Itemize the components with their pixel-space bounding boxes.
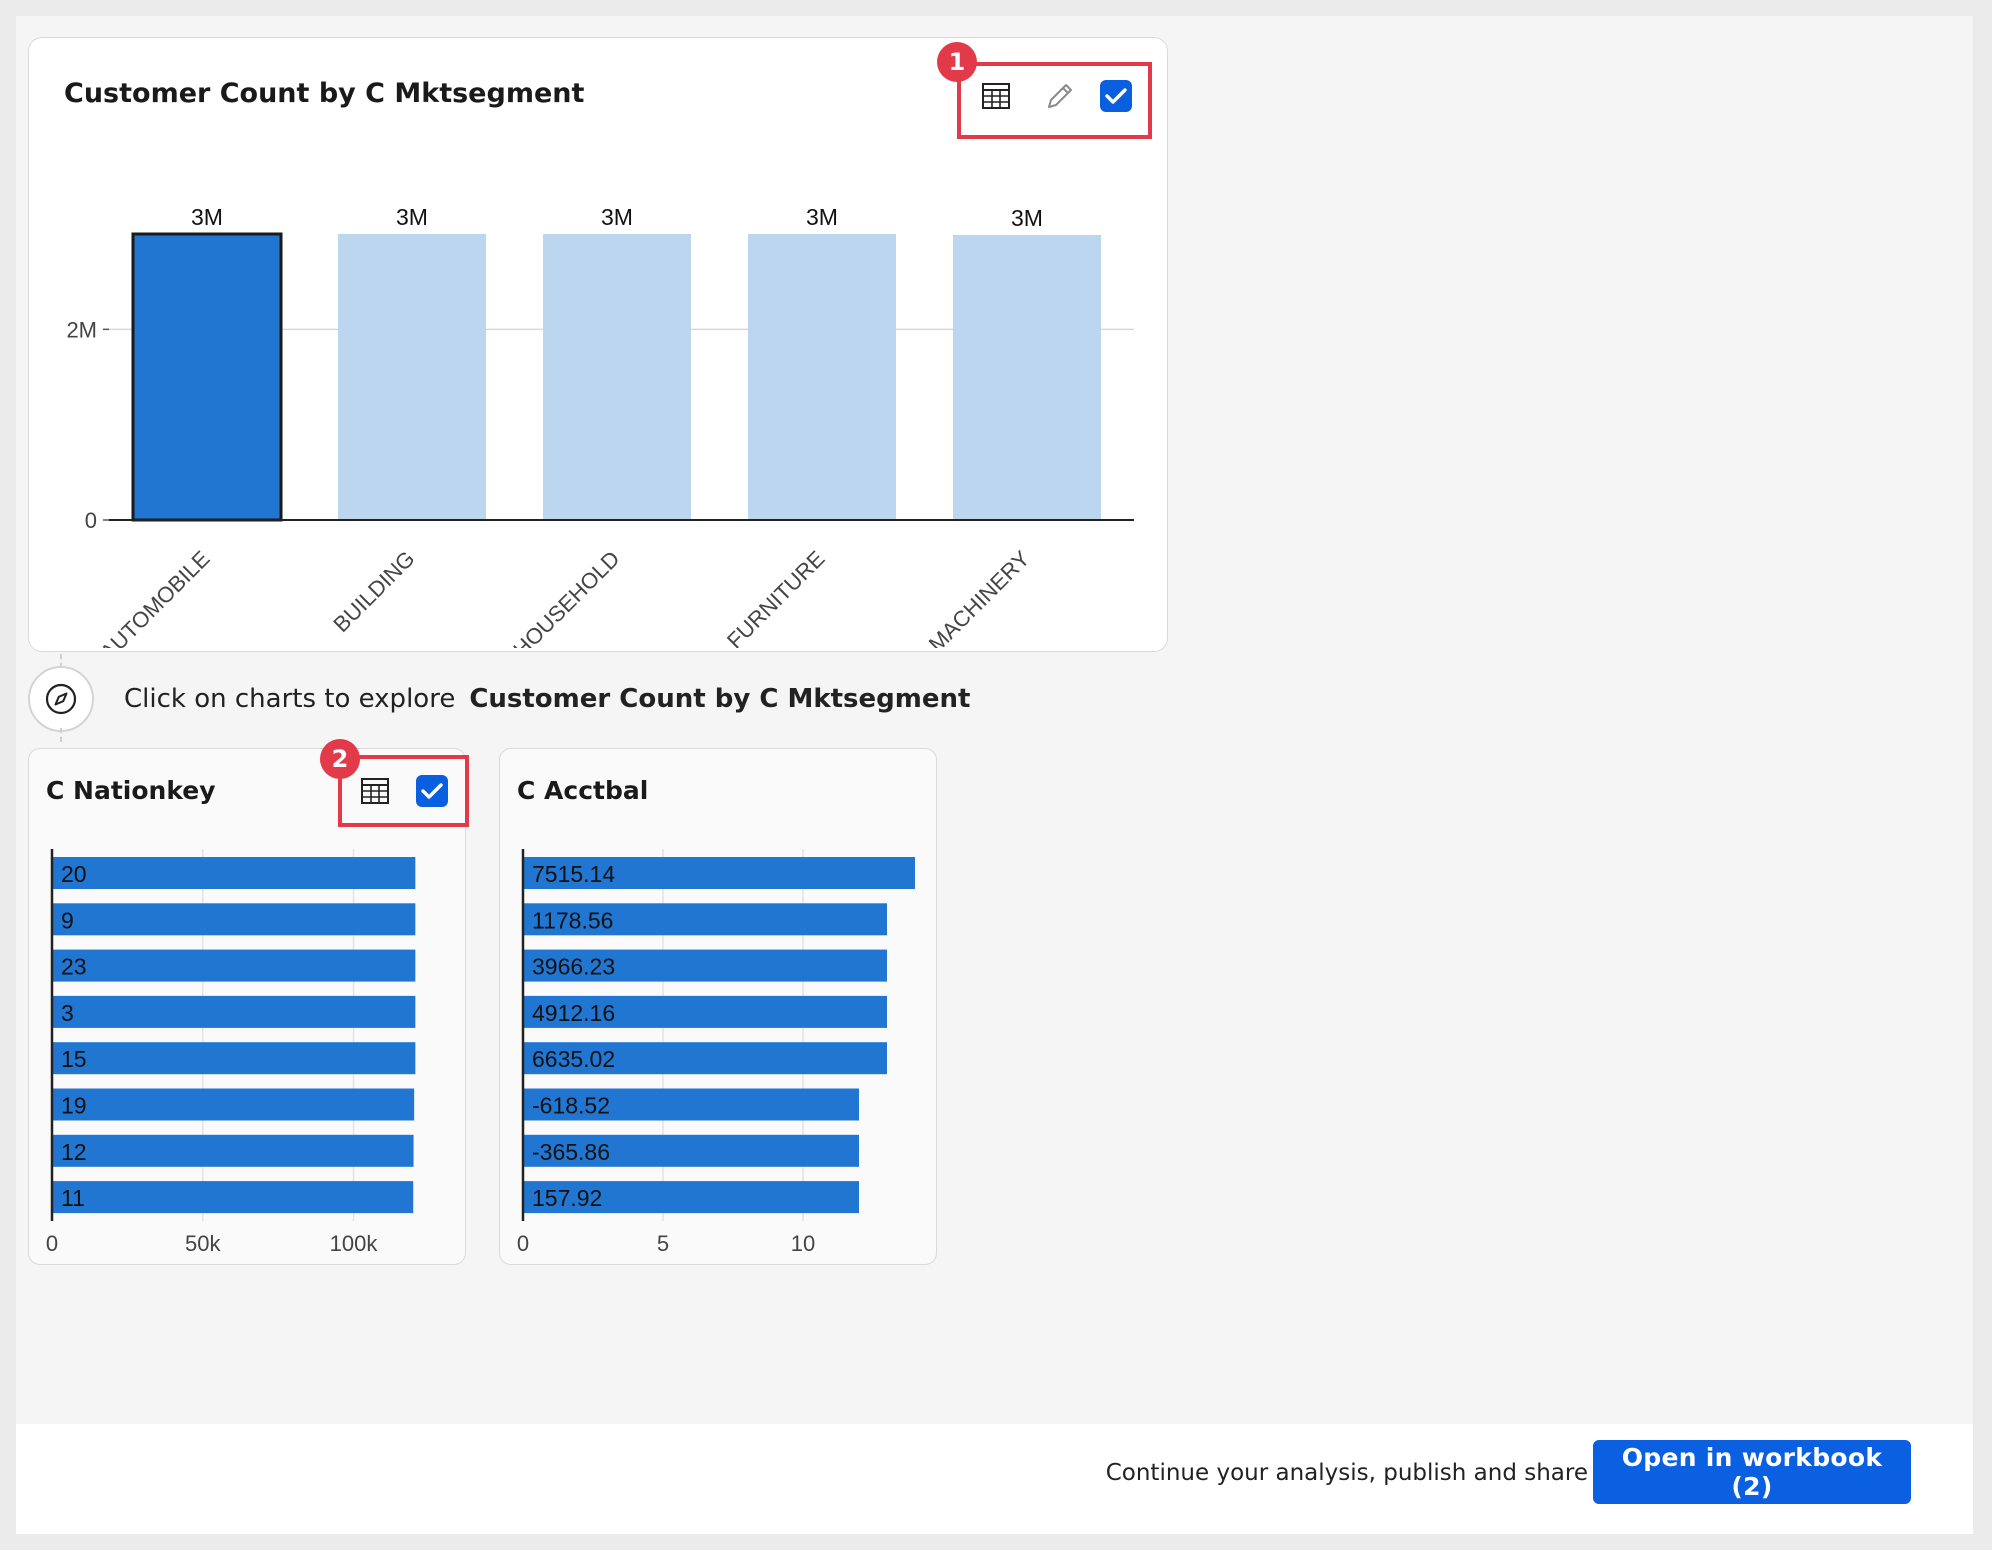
bar-label: 15 <box>61 1046 87 1072</box>
x-tick-label: 0 <box>46 1231 58 1256</box>
bar <box>52 1181 414 1214</box>
footer-message: Continue your analysis, publish and shar… <box>1105 1460 1588 1486</box>
bar <box>52 949 416 982</box>
bar-label: 7515.14 <box>532 861 615 887</box>
x-tick-label: 0 <box>517 1231 529 1256</box>
compass-icon <box>28 666 94 732</box>
connector-line-top <box>60 654 62 668</box>
x-tick-label: MACHINERY <box>924 546 1035 648</box>
data-label: 3M <box>601 204 633 230</box>
bar-label: 20 <box>61 861 87 887</box>
main-chart-card[interactable]: Customer Count by C Mktsegment 0 2M 3M AUTO… <box>28 37 1168 652</box>
bar-label: -365.86 <box>532 1139 610 1165</box>
explore-hint-target: Customer Count by C Mktsegment <box>469 684 971 714</box>
explore-hint-prefix: Click on charts to explore <box>124 684 456 714</box>
bar <box>523 1088 859 1121</box>
highlight-box-2 <box>338 755 469 827</box>
connector-line-bottom <box>60 728 62 742</box>
bar-label: 23 <box>61 954 87 980</box>
acctbal-chart-card[interactable]: C Acctbal 0 5 10 7515.14 1178.56 3966.23 4912.… <box>499 748 937 1265</box>
nationkey-bar-chart[interactable]: 0 50k 100k 20 9 23 3 15 19 12 11 <box>29 749 465 1264</box>
bar <box>523 1042 887 1075</box>
x-tick-label: 50k <box>185 1231 221 1256</box>
data-label: 3M <box>1011 205 1043 231</box>
bar <box>523 1181 859 1214</box>
nationkey-chart-card[interactable]: C Nationkey 0 50k 100k 20 9 23 3 15 19 12 11 <box>28 748 466 1265</box>
bar-label: 1178.56 <box>532 907 613 933</box>
bar-label: 4912.16 <box>532 1000 615 1026</box>
bar-label: 19 <box>61 1093 87 1119</box>
data-label: 3M <box>191 204 223 230</box>
x-tick-label: AUTOMOBILE <box>95 546 214 648</box>
bar <box>543 234 691 520</box>
footer-bar: Continue your analysis, publish and shar… <box>16 1424 1973 1534</box>
step-badge-1: 1 <box>937 42 977 82</box>
data-label: 3M <box>396 204 428 230</box>
bar-selected <box>131 232 283 522</box>
bar <box>338 234 486 520</box>
edit-pencil-icon[interactable] <box>1044 80 1076 112</box>
main-bar-chart[interactable]: 0 2M 3M AUTOMOBILE 3M BUILDING 3M HOUSEHOLD 3M FU… <box>29 158 1167 648</box>
x-tick-label: 5 <box>657 1231 669 1256</box>
x-tick-label: FURNITURE <box>722 546 830 648</box>
x-tick-label: 10 <box>791 1231 815 1256</box>
select-chart-checkbox[interactable] <box>416 775 448 807</box>
select-chart-checkbox[interactable] <box>1100 80 1132 112</box>
acctbal-chart-title: C Acctbal <box>517 776 649 805</box>
bar <box>748 234 896 520</box>
bar <box>52 857 416 889</box>
bar-label: -618.52 <box>532 1093 610 1119</box>
bar <box>523 995 887 1028</box>
bar-label: 9 <box>61 907 74 933</box>
bar <box>52 1088 415 1121</box>
bar-label: 3 <box>61 1000 74 1026</box>
acctbal-bar-chart[interactable]: 0 5 10 7515.14 1178.56 3966.23 4912.16 6635.02 -… <box>500 749 936 1264</box>
bar-label: 3966.23 <box>532 954 615 980</box>
bar <box>52 903 416 936</box>
data-label: 3M <box>806 204 838 230</box>
highlight-box-1 <box>957 62 1152 139</box>
explore-hint: Click on charts to explore Customer Count… <box>124 684 970 714</box>
bar-label: 12 <box>61 1139 87 1165</box>
bar-label: 157.92 <box>532 1185 602 1211</box>
table-view-icon[interactable] <box>359 775 391 807</box>
bar <box>523 857 915 889</box>
main-chart-title: Customer Count by C Mktsegment <box>64 78 585 109</box>
y-tick-label: 2M <box>66 317 97 342</box>
bar-label: 11 <box>61 1185 85 1211</box>
y-tick-label: 0 <box>85 508 97 533</box>
x-tick-label: BUILDING <box>328 546 419 637</box>
bar-label: 6635.02 <box>532 1046 615 1072</box>
bar <box>52 1042 416 1075</box>
bar <box>523 1134 859 1167</box>
open-in-workbook-button[interactable]: Open in workbook (2) <box>1593 1440 1911 1504</box>
table-view-icon[interactable] <box>980 80 1012 112</box>
x-tick-label: 100k <box>330 1231 379 1256</box>
bar <box>953 234 1101 520</box>
x-tick-label: HOUSEHOLD <box>508 546 624 648</box>
bar <box>523 949 887 982</box>
step-badge-2: 2 <box>320 739 360 779</box>
bar <box>52 995 416 1028</box>
bar <box>52 1134 414 1167</box>
nationkey-chart-title: C Nationkey <box>46 776 216 805</box>
bar <box>523 903 887 936</box>
